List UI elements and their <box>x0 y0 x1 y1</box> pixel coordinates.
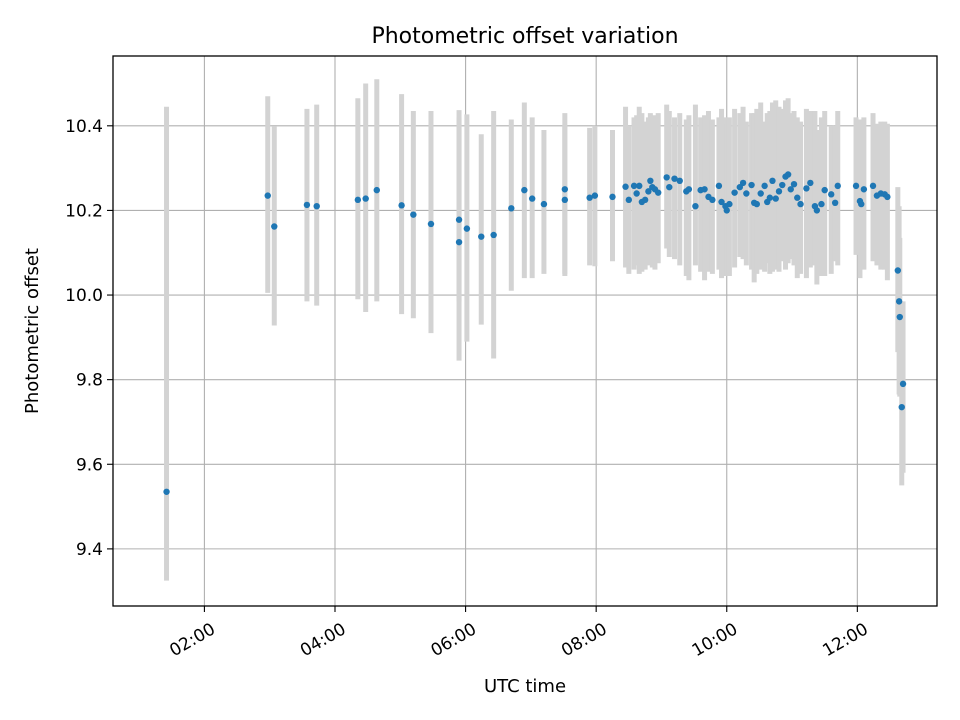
data-point <box>818 200 825 208</box>
data-point <box>726 200 733 208</box>
data-point <box>894 267 902 274</box>
data-point <box>666 183 673 191</box>
data-point <box>828 191 835 198</box>
data-point <box>757 190 764 197</box>
data-point <box>630 182 638 190</box>
data-point <box>561 196 569 204</box>
data-point <box>692 202 699 210</box>
data-point <box>354 196 362 204</box>
data-point <box>633 190 640 197</box>
data-point <box>641 196 649 204</box>
data-point <box>654 189 662 196</box>
data-point <box>821 186 828 194</box>
data-point <box>858 200 865 208</box>
data-point <box>528 195 536 202</box>
y-tick-label: 9.4 <box>76 540 103 560</box>
data-point <box>398 202 405 209</box>
data-point <box>869 182 877 190</box>
y-tick-label: 10.0 <box>65 286 103 306</box>
data-point <box>779 181 786 189</box>
y-axis-label: Photometric offset <box>22 248 43 414</box>
y-tick-label: 9.8 <box>76 371 103 391</box>
data-point <box>508 205 515 212</box>
data-point <box>807 179 814 187</box>
y-tick-label: 9.6 <box>76 455 103 475</box>
data-point <box>787 186 794 193</box>
data-point <box>647 177 654 185</box>
data-point <box>373 186 380 194</box>
data-point <box>410 211 417 218</box>
data-point <box>709 196 716 204</box>
x-axis-label: UTC time <box>484 676 566 697</box>
data-point <box>303 201 311 209</box>
data-point <box>625 196 633 204</box>
plot-frame <box>112 55 938 607</box>
data-point <box>663 174 670 181</box>
y-axis-ticks: 9.4 9.6 9.8 10.0 10.2 10.4 <box>65 117 113 560</box>
chart-title: Photometric offset variation <box>371 24 678 49</box>
data-point <box>852 182 860 190</box>
data-point <box>831 199 839 207</box>
data-point <box>895 298 903 305</box>
data-point <box>884 193 891 201</box>
data-point <box>775 188 783 195</box>
data-point <box>540 200 548 208</box>
data-point <box>313 202 320 210</box>
data-point <box>784 171 792 178</box>
data-point <box>715 182 723 190</box>
data-point <box>896 313 903 321</box>
data-point <box>739 179 747 187</box>
data-point <box>769 177 776 185</box>
data-point <box>797 200 804 208</box>
data-points <box>163 171 907 495</box>
data-point <box>794 194 801 201</box>
data-point <box>645 188 652 195</box>
data-point <box>264 192 271 199</box>
data-point <box>676 177 683 185</box>
data-point <box>860 186 868 193</box>
y-tick-label: 10.2 <box>65 201 103 221</box>
data-point <box>731 189 738 196</box>
data-point <box>463 225 471 232</box>
data-point <box>766 194 774 201</box>
data-point <box>478 233 485 240</box>
data-point <box>455 216 463 223</box>
data-point <box>772 195 779 202</box>
data-point <box>586 194 593 201</box>
data-point <box>609 193 616 201</box>
data-point <box>790 180 798 188</box>
data-point <box>803 185 810 192</box>
y-tick-label: 10.4 <box>65 117 103 137</box>
data-point <box>753 200 760 208</box>
data-point <box>455 238 463 246</box>
data-point <box>898 403 905 411</box>
data-point <box>427 220 435 228</box>
data-point <box>490 231 497 239</box>
data-point <box>813 207 821 214</box>
data-point <box>685 186 693 193</box>
data-point <box>701 186 708 193</box>
data-point <box>748 181 755 189</box>
data-point <box>834 182 841 190</box>
data-point <box>271 223 278 230</box>
error-bars <box>164 79 906 581</box>
data-point <box>899 380 907 388</box>
data-point <box>743 190 750 197</box>
data-point <box>521 186 528 194</box>
data-point <box>636 182 643 190</box>
data-point <box>622 183 629 190</box>
data-point <box>671 175 678 182</box>
data-point <box>723 207 730 214</box>
data-point <box>718 198 725 206</box>
data-point <box>761 182 768 190</box>
data-point <box>362 195 369 202</box>
data-point <box>561 186 569 193</box>
data-point <box>163 488 170 495</box>
data-point <box>591 192 599 199</box>
